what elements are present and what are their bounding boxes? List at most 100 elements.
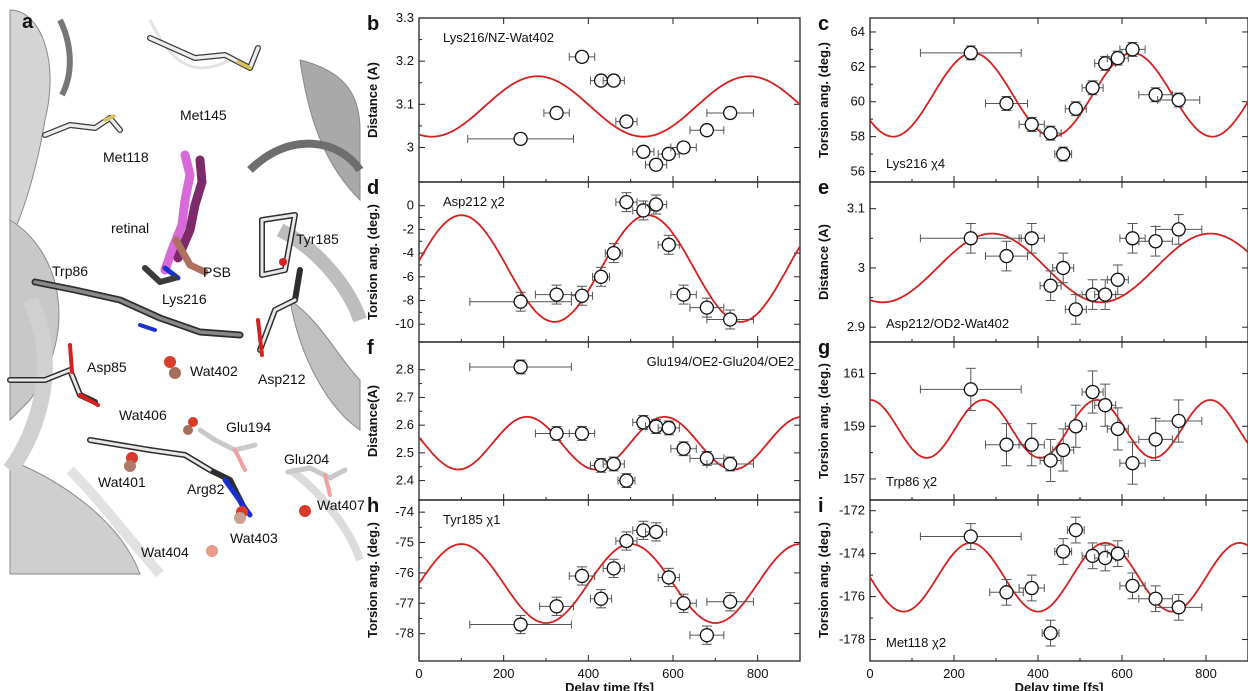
fit-curve [419,543,800,624]
x-axis-title: Delay time [fs] [565,680,654,691]
data-marker [661,146,676,162]
panel-letter-b: b [367,13,379,35]
data-marker [1024,437,1039,452]
data-marker [999,248,1014,264]
data-point [689,123,725,138]
wat406-sphere [188,417,198,427]
data-point [1039,125,1062,141]
data-marker [1068,522,1083,538]
panel-title: Asp212/OD2-Wat402 [886,316,1009,331]
data-point [1138,585,1173,613]
data-marker [1148,234,1163,249]
data-marker [1110,50,1125,66]
data-marker [648,197,664,212]
data-point [1018,116,1045,132]
data-marker [636,144,651,159]
fit-curve [419,214,800,323]
y-tick-label: 2.7 [396,389,414,404]
data-point [985,423,1028,467]
y-tick-label: -178 [839,632,865,647]
data-point [602,73,625,88]
data-point [1119,572,1146,600]
y-tick-label: -76 [395,565,414,580]
label-wat401: Wat401 [98,474,146,490]
label-lys216: Lys216 [162,291,207,307]
panel-letter-a: a [22,11,34,33]
data-point [670,140,697,155]
data-marker [619,194,634,210]
y-tick-label: -74 [395,504,414,519]
data-point [706,105,754,121]
data-marker [999,585,1014,600]
data-marker [593,269,609,284]
data-point [1119,222,1146,254]
data-point [1066,516,1085,544]
data-point [657,146,680,162]
panel-letter-d: d [367,177,379,199]
data-marker [1098,550,1113,566]
plot-frame [418,499,801,662]
data-point [657,420,680,436]
data-point [568,426,596,441]
y-tick-label: 2.6 [396,417,414,432]
y-tick-label: -78 [395,626,414,641]
plot-frame [869,499,1248,662]
data-marker [606,245,621,261]
data-marker [648,524,664,540]
chart-h: -78 -77 -76 -75 -74 0 200 400 600 800 Tyr185 χ1 h To… [365,495,801,691]
data-point [1081,370,1104,414]
data-point [706,592,754,612]
data-marker [699,123,715,138]
data-marker [963,231,978,246]
y-tick-label: -176 [839,589,865,604]
data-marker [699,300,715,315]
data-marker [1125,455,1140,471]
data-marker [574,49,590,64]
data-point [1018,222,1045,254]
data-marker [1085,384,1100,400]
data-marker [723,594,738,609]
data-marker [1085,80,1100,95]
data-marker [661,420,676,436]
data-marker [636,523,651,538]
data-point [615,114,638,129]
residue-sticks [7,35,348,518]
panel-letter-h: h [367,495,379,517]
panel-title: Trp86 χ2 [886,474,937,489]
data-point [670,593,697,613]
water-molecules [124,356,311,557]
data-marker [999,96,1014,111]
data-marker [1110,272,1125,287]
data-marker [1068,101,1083,116]
data-marker [676,140,691,155]
data-marker [513,131,528,146]
data-point [919,45,1022,61]
data-marker [1098,287,1113,302]
y-tick-label: 56 [851,164,865,179]
data-marker [1148,87,1163,102]
data-point [543,105,570,121]
data-marker [619,114,634,129]
chart-d: -10 -8 -6 -4 -2 0 Asp212 χ2 d Torsion ang. (deg.… [365,177,801,343]
y-tick-label: -2 [402,221,414,236]
data-point [1064,101,1087,117]
label-asp85: Asp85 [87,359,127,375]
data-marker [648,419,664,434]
data-marker [1148,432,1163,447]
y-tick-label: 58 [851,129,865,144]
data-marker [1110,421,1125,437]
data-point [469,359,572,375]
data-marker [1098,56,1113,71]
data-marker [648,157,664,172]
data-marker [606,456,621,472]
x-tick-label: 400 [577,666,599,681]
y-tick-label: 2.8 [396,362,414,377]
panel-title: Asp212 χ2 [443,194,505,209]
data-point [689,297,725,318]
y-axis-title: Torsion ang. (deg.) [816,363,831,479]
y-axis-title: Torsion ang. (deg.) [816,42,831,158]
data-point [1094,55,1117,71]
data-marker [636,415,651,430]
data-point [985,240,1028,272]
y-tick-label: 2.9 [847,319,865,334]
